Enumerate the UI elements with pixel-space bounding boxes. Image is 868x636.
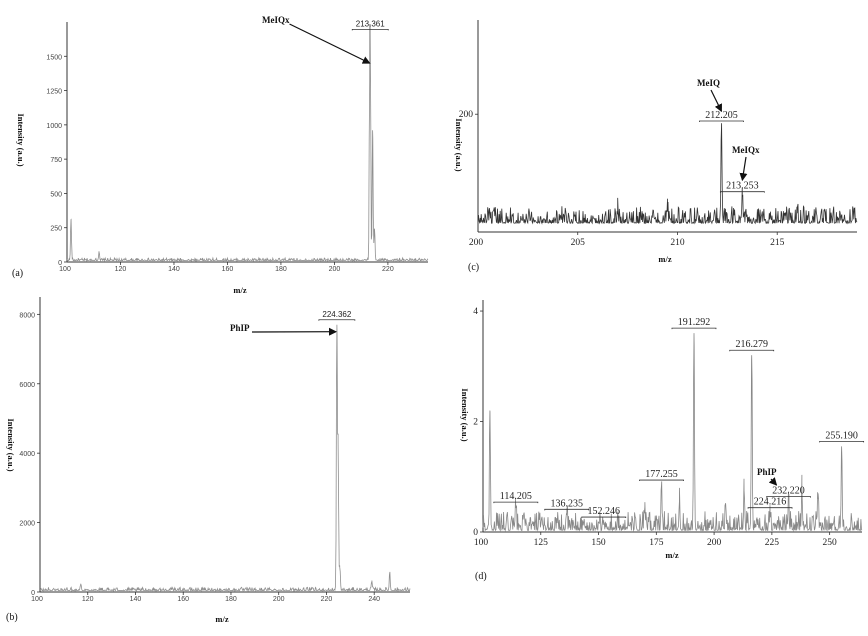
y-axis-title: Intensity (a.u.) bbox=[6, 418, 16, 471]
y-tick-label: 1000 bbox=[46, 123, 62, 130]
x-tick-label: 205 bbox=[571, 238, 586, 248]
spectrum-line bbox=[67, 24, 428, 260]
x-tick-label-start: 200 bbox=[469, 238, 484, 248]
annotation-arrow bbox=[711, 90, 721, 111]
x-tick-label: 125 bbox=[534, 538, 549, 548]
y-tick-label: 2 bbox=[473, 418, 478, 428]
peak-label-bracket bbox=[730, 350, 774, 351]
peak-label-bracket bbox=[672, 328, 716, 329]
peak-label-bracket bbox=[319, 320, 355, 321]
peak-label: 255.190 bbox=[825, 430, 858, 441]
y-tick-label: 0 bbox=[58, 260, 62, 267]
annotation-arrow bbox=[742, 157, 746, 180]
peak-label: 136.235 bbox=[550, 498, 583, 509]
x-tick-label: 140 bbox=[130, 596, 142, 603]
x-tick-label: 180 bbox=[275, 266, 287, 273]
peak-label: 152.246 bbox=[587, 506, 620, 517]
panel-label: (a) bbox=[12, 268, 23, 279]
peak-label: 232.220 bbox=[772, 486, 805, 497]
annotation-arrow bbox=[290, 24, 370, 63]
y-tick-label: 0 bbox=[31, 590, 35, 597]
x-tick-label: 120 bbox=[82, 596, 94, 603]
panel-label: (c) bbox=[468, 262, 479, 273]
x-axis-title: m/z bbox=[215, 614, 228, 624]
y-tick-label: 6000 bbox=[19, 382, 35, 389]
y-tick-label: 250 bbox=[50, 226, 62, 233]
peak-label: 224.362 bbox=[322, 310, 351, 319]
peak-label: 114.205 bbox=[500, 491, 532, 502]
x-tick-label: 220 bbox=[382, 266, 394, 273]
y-tick-label: 8000 bbox=[19, 312, 35, 319]
x-tick-label: 150 bbox=[591, 538, 606, 548]
x-tick-label: 240 bbox=[368, 596, 380, 603]
x-axis-title: m/z bbox=[665, 550, 678, 560]
x-axis-title: m/z bbox=[233, 285, 246, 295]
panel-label: (b) bbox=[6, 612, 18, 623]
spectrum-line bbox=[483, 333, 862, 530]
y-tick-label: 1250 bbox=[46, 89, 62, 96]
x-axis-title: m/z bbox=[658, 254, 671, 264]
y-tick-label: 2000 bbox=[19, 521, 35, 528]
x-tick-label: 215 bbox=[770, 238, 785, 248]
y-tick-label: 500 bbox=[50, 191, 62, 198]
x-tick-label-start: 100 bbox=[31, 596, 43, 603]
compound-label: MeIQx bbox=[732, 145, 760, 155]
y-axis-title: Intensity (a.u.) bbox=[454, 118, 464, 171]
x-tick-label: 200 bbox=[707, 538, 722, 548]
x-tick-label-start: 100 bbox=[59, 266, 71, 273]
spectrum-line bbox=[478, 123, 857, 223]
compound-label: PhIP bbox=[757, 467, 777, 477]
peak-label: 216.279 bbox=[735, 339, 768, 350]
peak-label: 191.292 bbox=[678, 317, 711, 328]
x-tick-label-start: 100 bbox=[474, 538, 489, 548]
peak-label-bracket bbox=[820, 441, 864, 442]
x-tick-label: 140 bbox=[168, 266, 180, 273]
compound-label: MeIQx bbox=[262, 15, 290, 25]
compound-label: MeIQ bbox=[697, 78, 720, 88]
peak-label: 212.205 bbox=[705, 110, 738, 121]
panel-label: (d) bbox=[475, 571, 487, 582]
spectrum-panel-a: 120 140 160 180 200 220 1000 250 500 750 1000 1250 1… bbox=[12, 15, 428, 295]
x-tick-label: 225 bbox=[765, 538, 780, 548]
y-axis-title: Intensity (a.u.) bbox=[460, 388, 470, 441]
y-tick-label: 4 bbox=[473, 307, 478, 317]
x-tick-label: 250 bbox=[823, 538, 838, 548]
x-tick-label: 220 bbox=[321, 596, 333, 603]
x-tick-label: 175 bbox=[649, 538, 664, 548]
y-axis-title: Intensity (a.u.) bbox=[16, 113, 26, 166]
peak-label: 224.216 bbox=[754, 497, 787, 508]
x-tick-label: 160 bbox=[177, 596, 189, 603]
spectrum-panel-d: 125 150 175 200 225 250 1000 2 4 114.205 136.235 15… bbox=[460, 300, 864, 582]
x-tick-label: 160 bbox=[222, 266, 234, 273]
x-tick-label: 120 bbox=[115, 266, 127, 273]
x-tick-label: 210 bbox=[670, 238, 685, 248]
y-tick-label: 750 bbox=[50, 157, 62, 164]
y-tick-label: 0 bbox=[473, 528, 478, 538]
peak-label: 177.255 bbox=[645, 469, 678, 480]
spectrum-line bbox=[40, 325, 410, 591]
y-tick-label: 4000 bbox=[19, 451, 35, 458]
peak-label-bracket bbox=[640, 480, 684, 481]
y-tick-label: 1500 bbox=[46, 54, 62, 61]
x-tick-label: 200 bbox=[273, 596, 285, 603]
peak-label-bracket bbox=[699, 121, 743, 122]
x-tick-label: 200 bbox=[329, 266, 341, 273]
annotation-arrow bbox=[771, 479, 776, 485]
peak-label: 213.253 bbox=[726, 181, 759, 192]
spectrum-panel-b: 120 140 160 180 200 220 240 1000 2000 4000 6000 800… bbox=[6, 297, 410, 624]
peak-label: 213.361 bbox=[356, 19, 385, 28]
compound-label: PhIP bbox=[230, 323, 250, 333]
x-tick-label: 180 bbox=[225, 596, 237, 603]
